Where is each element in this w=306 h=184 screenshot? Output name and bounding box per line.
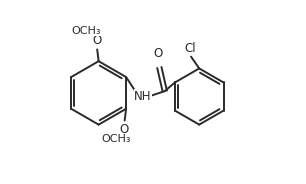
Text: O: O [120,123,129,136]
Text: O: O [92,34,102,47]
Text: OCH₃: OCH₃ [71,26,101,36]
Text: Cl: Cl [184,42,196,55]
Text: NH: NH [134,90,152,103]
Text: O: O [153,47,162,60]
Text: OCH₃: OCH₃ [101,134,131,144]
